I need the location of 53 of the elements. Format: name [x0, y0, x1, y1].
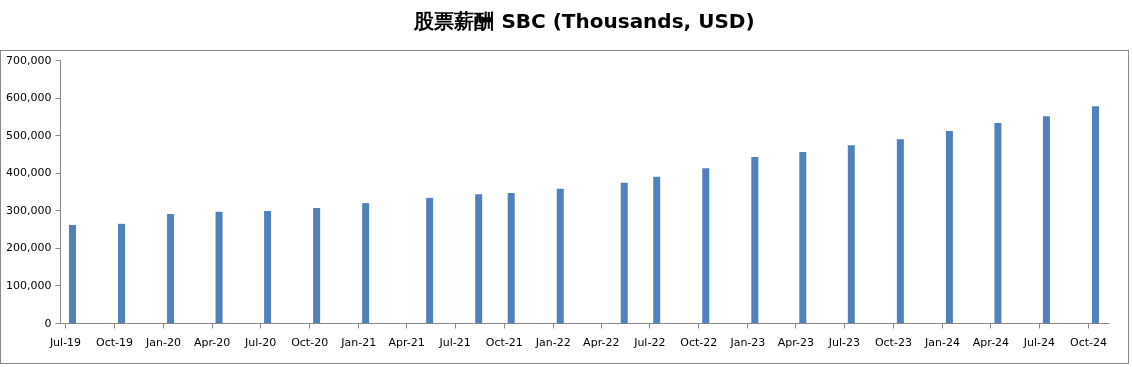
- x-tick-label: Apr-21: [388, 335, 425, 349]
- y-tick-label: 700,000: [6, 53, 52, 67]
- bar: [118, 223, 126, 323]
- bar: [751, 156, 759, 323]
- x-tick-label: Jan-20: [145, 335, 182, 349]
- bar: [994, 123, 1002, 323]
- x-tick-label: Oct-21: [485, 335, 523, 349]
- y-tick-label: 300,000: [6, 203, 52, 217]
- bar: [1042, 116, 1050, 323]
- bar: [896, 139, 904, 323]
- y-tick-label: 500,000: [6, 128, 52, 142]
- x-tick-label: Jan-24: [923, 335, 960, 349]
- x-tick-label: Apr-24: [972, 335, 1010, 349]
- bar: [1091, 106, 1099, 323]
- x-tick-label: Oct-24: [1070, 335, 1108, 349]
- x-tick-label: Jul-22: [633, 335, 666, 349]
- x-tick-label: Jul-19: [48, 335, 82, 349]
- x-tick-label: Oct-19: [96, 335, 134, 349]
- bar: [556, 188, 564, 323]
- bar: [167, 214, 175, 323]
- x-tick-label: Apr-20: [193, 335, 231, 349]
- x-tick-label: Jan-22: [534, 335, 571, 349]
- bar: [68, 224, 76, 323]
- chart-title: 股票薪酬 SBC (Thousands, USD): [413, 9, 755, 33]
- x-tick-label: Apr-23: [777, 335, 814, 349]
- bar: [313, 208, 321, 323]
- bar: [945, 131, 953, 323]
- x-tick-label: Jul-23: [827, 335, 860, 349]
- bar: [507, 193, 515, 323]
- bar: [362, 203, 370, 323]
- y-tick-label: 400,000: [6, 166, 52, 180]
- bar: [426, 197, 434, 323]
- bar: [847, 145, 855, 323]
- y-tick-label: 100,000: [6, 278, 52, 292]
- x-tick-label: Oct-20: [291, 335, 329, 349]
- bar: [653, 176, 661, 323]
- x-tick-label: Oct-22: [680, 335, 718, 349]
- y-tick-label: 600,000: [6, 91, 52, 105]
- y-tick-label: 0: [44, 316, 52, 330]
- y-tick-label: 200,000: [6, 241, 52, 255]
- x-tick-label: Jul-24: [1022, 335, 1056, 349]
- bar: [620, 182, 628, 323]
- x-tick-label: Jan-21: [340, 335, 377, 349]
- x-tick-label: Jan-23: [729, 335, 766, 349]
- x-tick-label: Jul-21: [438, 335, 471, 349]
- x-tick-label: Apr-22: [583, 335, 620, 349]
- bar: [475, 194, 483, 323]
- bar: [264, 211, 272, 323]
- bar: [799, 152, 807, 323]
- x-tick-label: Oct-23: [874, 335, 912, 349]
- bar: [215, 211, 223, 323]
- x-tick-label: Jul-20: [243, 335, 277, 349]
- bar: [702, 168, 710, 323]
